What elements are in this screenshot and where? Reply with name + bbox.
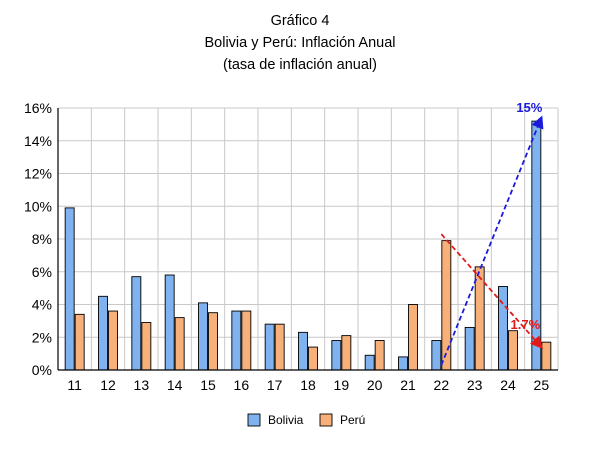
x-tick-label: 19 bbox=[334, 377, 350, 393]
y-tick-label: 14% bbox=[24, 133, 52, 149]
legend-swatch-bolivia bbox=[247, 413, 261, 427]
x-tick-label: 23 bbox=[467, 377, 483, 393]
bar-perú bbox=[274, 323, 285, 371]
bar-bolivia bbox=[464, 326, 475, 371]
y-tick-label: 6% bbox=[32, 264, 52, 280]
x-tick-label: 15 bbox=[200, 377, 216, 393]
y-tick-label: 16% bbox=[24, 100, 52, 116]
y-tick-label: 12% bbox=[24, 166, 52, 182]
legend-swatch-perú bbox=[319, 413, 333, 427]
y-tick-label: 4% bbox=[32, 297, 52, 313]
bar-bolivia bbox=[198, 302, 208, 371]
x-tick-label: 25 bbox=[534, 377, 550, 393]
bar-perú bbox=[341, 335, 352, 371]
bar-bolivia bbox=[98, 295, 108, 371]
legend-label-perú: Perú bbox=[340, 413, 365, 427]
annotation-label-peru: 1.7% bbox=[511, 317, 541, 332]
bar-perú bbox=[308, 346, 318, 371]
x-tick-label: 18 bbox=[300, 377, 316, 393]
annotations: 15% 1.7% bbox=[440, 100, 544, 366]
bar-perú bbox=[108, 310, 118, 371]
bar-perú bbox=[74, 313, 85, 371]
x-tick-label: 13 bbox=[134, 377, 150, 393]
bar-bolivia bbox=[131, 276, 142, 371]
bar-bolivia bbox=[331, 340, 342, 371]
bar-perú bbox=[441, 240, 452, 371]
bar-perú bbox=[374, 340, 385, 371]
bar-bolivia bbox=[298, 331, 308, 371]
x-tick-label: 17 bbox=[267, 377, 283, 393]
annotation-label-bolivia: 15% bbox=[516, 100, 542, 115]
x-tick-label: 22 bbox=[434, 377, 450, 393]
bar-bolivia bbox=[364, 354, 375, 371]
figure-number: Gráfico 4 bbox=[270, 13, 330, 29]
bar-bolivia bbox=[231, 310, 242, 371]
x-tick-label: 20 bbox=[367, 377, 383, 393]
bar-perú bbox=[141, 322, 152, 371]
legend: Bolivia Perú bbox=[247, 413, 365, 427]
x-tick-label: 12 bbox=[100, 377, 116, 393]
bar-bolivia bbox=[531, 120, 542, 371]
bar-perú bbox=[474, 266, 485, 371]
chart-subtitle: (tasa de inflación anual) bbox=[223, 57, 377, 73]
axes: 0% 2% 4% 6% 8% 10% 12% 14% 16% 11 12 13 14 15 16 17 18 19… bbox=[24, 100, 558, 393]
bar-perú bbox=[508, 330, 518, 371]
chart-titles: Gráfico 4 Bolivia y Perú: Inflación Anua… bbox=[0, 10, 600, 76]
y-tick-label: 10% bbox=[24, 198, 52, 214]
bar-perú bbox=[208, 312, 218, 371]
bar-perú bbox=[408, 304, 418, 371]
x-tick-label: 16 bbox=[234, 377, 250, 393]
bar-bolivia bbox=[64, 207, 75, 371]
bar-perú bbox=[241, 310, 252, 371]
bars bbox=[64, 120, 552, 371]
bar-bolivia bbox=[398, 356, 408, 371]
bar-bolivia bbox=[164, 274, 175, 371]
x-tick-label: 21 bbox=[400, 377, 416, 393]
trend-arrow-bolivia bbox=[440, 115, 544, 366]
x-tick-label: 14 bbox=[167, 377, 183, 393]
bar-perú bbox=[174, 317, 185, 371]
bar-bolivia bbox=[431, 340, 442, 371]
bar-bolivia bbox=[498, 286, 508, 371]
y-tick-label: 8% bbox=[32, 231, 52, 247]
y-tick-label: 0% bbox=[32, 362, 52, 378]
legend-label-bolivia: Bolivia bbox=[268, 413, 304, 427]
trend-arrow-peru bbox=[440, 233, 544, 349]
bar-perú bbox=[541, 341, 552, 371]
y-tick-label: 2% bbox=[32, 329, 52, 345]
chart-title: Bolivia y Perú: Inflación Anual bbox=[204, 35, 396, 51]
bar-bolivia bbox=[264, 323, 275, 371]
x-tick-label: 24 bbox=[500, 377, 516, 393]
x-tick-label: 11 bbox=[67, 377, 82, 393]
